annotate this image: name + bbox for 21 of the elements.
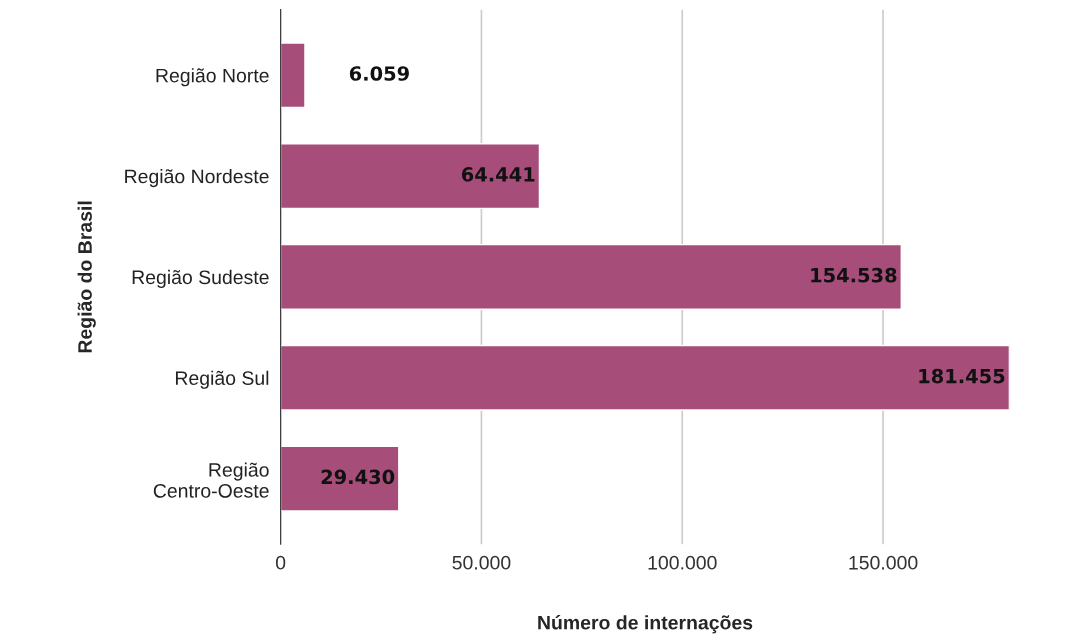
bar bbox=[280, 42, 306, 109]
x-tick-label: 100.000 bbox=[648, 555, 717, 570]
y-tick-label: Região Nordeste bbox=[125, 169, 269, 188]
x-tick-label: 150.000 bbox=[849, 555, 918, 570]
bar bbox=[280, 344, 1010, 411]
data-label: 29.430 bbox=[321, 469, 395, 485]
bar bbox=[280, 243, 902, 310]
y-tick-label: Região Sul bbox=[175, 370, 269, 389]
bar bbox=[280, 143, 541, 210]
x-axis-title: Número de internações bbox=[538, 615, 753, 634]
y-tick-label: Região Norte bbox=[156, 68, 269, 87]
data-label: 6.059 bbox=[349, 66, 409, 81]
y-tick-label: Região Sudeste bbox=[132, 269, 269, 288]
data-label: 181.455 bbox=[919, 368, 1005, 384]
x-tick-label: 50.000 bbox=[452, 555, 511, 570]
y-tick-label: Região Centro-Oeste bbox=[153, 462, 269, 498]
bar bbox=[280, 445, 400, 512]
x-tick-label: 0 bbox=[275, 555, 286, 570]
data-label: 154.538 bbox=[811, 267, 897, 283]
data-label: 64.441 bbox=[461, 167, 535, 182]
y-axis-title: Região do Brasil bbox=[77, 201, 96, 353]
